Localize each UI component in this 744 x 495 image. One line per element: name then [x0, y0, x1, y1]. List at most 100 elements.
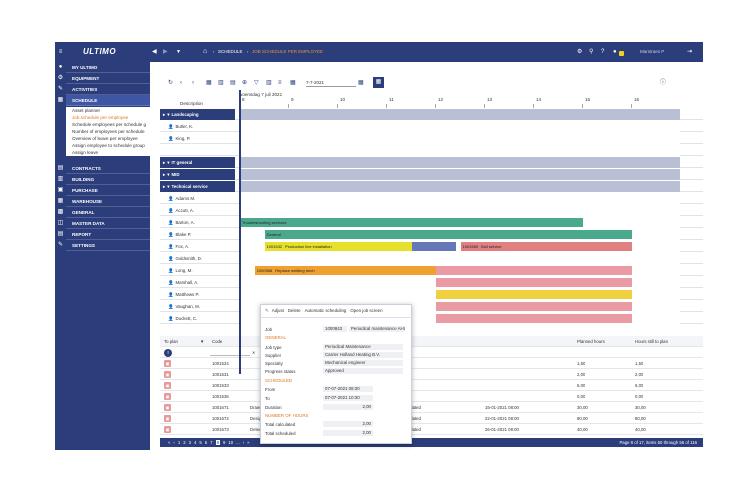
page-link[interactable]: 7 — [210, 440, 213, 445]
grid-icon[interactable]: ▩ — [57, 209, 64, 215]
gantt-bar[interactable]: 1001532 Production line installation — [264, 242, 412, 251]
job-icon[interactable]: ▣ — [164, 393, 171, 400]
zoom-icon[interactable]: ⊕ — [242, 80, 248, 86]
gantt-bar[interactable] — [436, 302, 632, 311]
table-row[interactable]: ▣ 1001536 0,00 0,00 — [160, 391, 703, 402]
resource-group[interactable]: ▸ ▾ Landscaping — [160, 109, 235, 120]
building-icon[interactable]: ▥ — [57, 176, 64, 182]
forward-icon[interactable]: ▶ — [163, 49, 168, 55]
view-day-icon[interactable]: ▦ — [206, 80, 212, 86]
info-icon[interactable]: i — [164, 349, 172, 357]
submenu-assign-leave[interactable]: Assign leave — [66, 149, 150, 156]
last-page-icon[interactable]: » — [247, 440, 250, 445]
gantt-bar[interactable]: Troubleshooting services — [240, 218, 583, 227]
back-icon[interactable]: ◀ — [152, 49, 157, 55]
gantt-lane[interactable] — [239, 145, 680, 156]
planned-hours-header[interactable]: Planned hours — [577, 339, 605, 344]
wrench-icon[interactable]: ✎ — [57, 86, 64, 92]
gantt-bar[interactable] — [436, 314, 632, 323]
job-icon[interactable]: ▣ — [164, 382, 171, 389]
gear-icon[interactable]: ⚙ — [577, 49, 583, 55]
logout-icon[interactable]: ⇥ — [687, 49, 693, 55]
gantt-bar[interactable] — [436, 290, 632, 299]
user-icon[interactable]: ● — [58, 64, 63, 70]
menu-item-purchase[interactable]: PURCHASE — [66, 185, 150, 196]
gantt-bar[interactable]: 1000968 Replace welding torch — [254, 266, 436, 275]
database-icon[interactable]: ◫ — [57, 220, 64, 226]
view-week-icon[interactable]: ▥ — [218, 80, 224, 86]
gantt-bar[interactable]: 1001569 Bull service — [460, 242, 632, 251]
refresh-icon[interactable]: ↻ — [168, 80, 174, 86]
menu-item-report[interactable]: REPORT — [66, 229, 150, 240]
table-row[interactable]: ▣ 1001531 2,00 2,00 — [160, 369, 703, 380]
columns-icon[interactable]: ▥ — [266, 80, 272, 86]
first-page-icon[interactable]: « — [168, 440, 171, 445]
grid-icon[interactable]: ▦ — [290, 80, 296, 86]
menu-item-building[interactable]: BUILDING — [66, 174, 150, 185]
gantt-lane[interactable] — [239, 181, 680, 192]
help-icon[interactable]: ? — [601, 49, 605, 55]
next-page-icon[interactable]: › — [242, 440, 245, 445]
popup-action[interactable]: Open job screen — [350, 308, 383, 313]
gantt-bar[interactable] — [436, 266, 632, 275]
cart-icon[interactable]: ▣ — [57, 187, 64, 193]
list-icon[interactable]: ≡ — [278, 80, 282, 86]
gantt-lane[interactable] — [239, 133, 680, 144]
wrench-icon[interactable]: ✎ — [57, 242, 64, 248]
gantt-lane[interactable] — [239, 241, 680, 252]
hamburger-icon[interactable]: ≡ — [58, 49, 63, 55]
expand-icon[interactable]: ▸ — [163, 172, 166, 177]
to-plan-header[interactable]: To plan — [164, 339, 178, 344]
job-icon[interactable]: ▣ — [164, 371, 171, 378]
page-link[interactable]: ... — [236, 440, 240, 445]
filter-icon[interactable]: ▼ — [200, 339, 205, 344]
chevron-down-icon[interactable]: ▼ — [176, 49, 181, 55]
hours-to-plan-header[interactable]: Hours still to plan — [635, 339, 668, 344]
submenu-asset-planner[interactable]: Asset planner — [66, 107, 150, 114]
menu-item-warehouse[interactable]: WAREHOUSE — [66, 196, 150, 207]
menu-item-activities[interactable]: ACTIVITIES — [66, 84, 150, 95]
table-row[interactable]: ▣1001673Determine design based on drafts… — [160, 424, 703, 435]
page-link[interactable]: 10 — [228, 440, 234, 445]
popup-action[interactable]: Automatic scheduling — [304, 308, 347, 313]
edit-icon[interactable]: ✎ — [265, 308, 269, 313]
next-icon[interactable]: › — [192, 80, 194, 86]
gantt-lane[interactable] — [239, 109, 680, 120]
breadcrumb-job-schedule[interactable]: JOB SCHEDULE PER EMPLOYEE — [252, 49, 324, 54]
search-icon[interactable]: ⚲ — [589, 49, 594, 55]
menu-item-master-data[interactable]: MASTER DATA — [66, 218, 150, 229]
warehouse-icon[interactable]: ▦ — [57, 198, 64, 204]
user-name[interactable]: Marstraes P — [640, 49, 665, 54]
gear-icon[interactable]: ⚙ — [57, 75, 64, 81]
code-header[interactable]: Code — [212, 339, 223, 344]
filter-icon[interactable]: ▽ — [254, 80, 259, 86]
page-link[interactable]: 6 — [204, 440, 208, 445]
gantt-lane[interactable] — [239, 205, 680, 216]
clear-filter-icon[interactable]: ✕ — [252, 350, 256, 355]
prev-page-icon[interactable]: ‹ — [173, 440, 175, 445]
gantt-bar[interactable] — [411, 242, 456, 251]
gantt-lane[interactable] — [239, 121, 680, 132]
menu-item-my-ultimo[interactable]: MY ULTIMO — [66, 62, 150, 73]
page-current[interactable]: 8 — [215, 440, 220, 445]
menu-item-equipment[interactable]: EQUIPMENT — [66, 73, 150, 84]
code-filter-input[interactable] — [210, 349, 250, 356]
submenu-job-schedule-per-employee[interactable]: Job schedule per employee — [66, 114, 150, 121]
gantt-bar[interactable] — [436, 278, 632, 287]
gantt-lane[interactable] — [239, 253, 680, 264]
document-icon[interactable]: ▤ — [57, 165, 64, 171]
user-icon[interactable]: ● — [613, 49, 617, 55]
info-icon[interactable]: ⓘ — [660, 80, 667, 86]
page-link[interactable]: 5 — [199, 440, 202, 445]
menu-item-settings[interactable]: SETTINGS — [66, 240, 150, 251]
menu-item-general[interactable]: GENERAL — [66, 207, 150, 218]
breadcrumb-schedule[interactable]: SCHEDULE — [218, 49, 243, 54]
menu-item-schedule[interactable]: SCHEDULE — [66, 95, 150, 106]
page-link[interactable]: 2 — [183, 440, 186, 445]
page-link[interactable]: 4 — [194, 440, 197, 445]
page-link[interactable]: 1 — [177, 440, 181, 445]
popup-action[interactable]: Delete — [287, 308, 301, 313]
gantt-bar[interactable]: General — [264, 230, 632, 239]
resource-group[interactable]: ▸ ▾ MID — [160, 169, 235, 180]
report-icon[interactable]: ▤ — [57, 231, 64, 237]
